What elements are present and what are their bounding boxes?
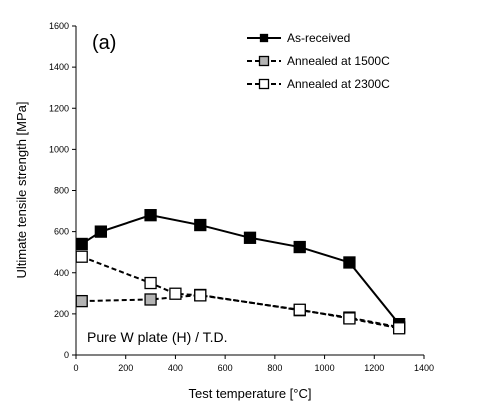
data-point	[144, 209, 157, 222]
y-tick-label: 800	[54, 186, 69, 196]
data-point	[75, 294, 88, 308]
data-point	[75, 237, 88, 251]
x-tick-label: 800	[267, 363, 282, 373]
x-axis-title-unit: °C	[293, 386, 308, 401]
legend-label: Annealed at 1500C	[287, 54, 390, 68]
x-tick-label: 1000	[315, 363, 335, 373]
x-tick-label: 200	[118, 363, 133, 373]
x-axis-title-prefix: Test temperature [	[189, 386, 294, 401]
y-tick-label: 1600	[49, 21, 69, 31]
x-tick-label: 600	[218, 363, 233, 373]
legend-marker	[258, 78, 270, 90]
y-axis-title: Ultimate tensile strength [MPa]	[14, 101, 29, 278]
legend-marker	[259, 33, 269, 43]
legend-marker	[258, 55, 270, 67]
y-tick-label: 400	[54, 268, 69, 278]
data-point	[75, 250, 88, 263]
data-point	[293, 240, 306, 254]
y-tick-label: 600	[54, 227, 69, 237]
plot-annotation: Pure W plate (H) / T.D.	[87, 329, 228, 345]
legend-label: Annealed at 2300C	[287, 77, 390, 91]
data-point	[169, 287, 182, 300]
legend-label: As-received	[287, 31, 350, 45]
data-point	[293, 303, 306, 316]
data-point	[144, 293, 157, 306]
x-axis-title-suffix: ]	[308, 386, 312, 401]
x-tick-label: 1400	[414, 363, 434, 373]
series-layer	[75, 209, 406, 335]
legend: As-received Annealed at 1500C Annealed at …	[247, 31, 390, 91]
data-point	[392, 322, 406, 335]
y-tick-label: 1400	[49, 62, 69, 72]
panel-label: (a)	[92, 32, 116, 54]
series-line	[81, 214, 400, 325]
data-point	[343, 312, 356, 325]
data-point	[94, 225, 108, 238]
data-point	[343, 256, 356, 269]
x-tick-label: 0	[73, 363, 78, 373]
x-axis-title: Test temperature [°C]	[189, 386, 312, 401]
y-tick-label: 200	[54, 309, 69, 319]
x-tick-label: 1200	[364, 363, 384, 373]
axes: 0 200 400 600 800 1000 1200 1400 1600 0 200 400 600 8…	[49, 21, 434, 373]
y-tick-label: 1000	[49, 144, 69, 154]
y-tick-label: 0	[64, 350, 69, 360]
y-tick-label: 1200	[49, 103, 69, 113]
data-point	[194, 218, 207, 232]
x-tick-label: 400	[168, 363, 183, 373]
series-line	[81, 293, 400, 329]
data-point	[243, 231, 257, 244]
data-point	[144, 276, 157, 290]
data-point	[194, 289, 207, 302]
